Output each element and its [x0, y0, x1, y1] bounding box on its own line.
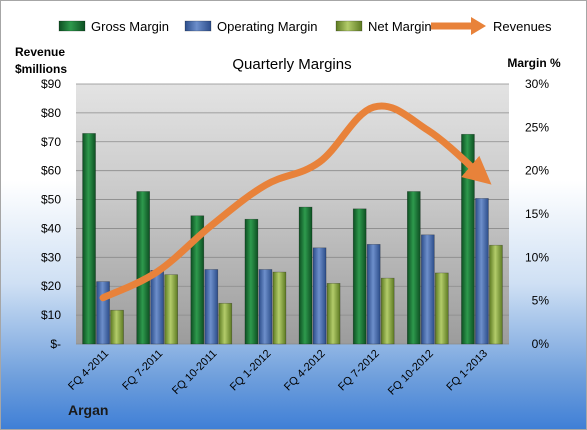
x-tick-label: FQ 4-2012 — [282, 348, 328, 394]
left-tick-label: $- — [50, 337, 61, 351]
bar-net-margin — [218, 302, 233, 345]
bars — [82, 133, 503, 345]
bar-net-margin — [380, 277, 395, 345]
legend-arrow-icon — [471, 17, 486, 35]
x-tick-label: FQ 10-2012 — [386, 348, 436, 398]
bar-operating-margin — [475, 198, 489, 345]
legend-swatch — [335, 20, 363, 32]
left-tick-label: $60 — [41, 164, 61, 178]
bar-gross-margin — [136, 191, 150, 345]
company-name: Argan — [68, 402, 108, 418]
bar-gross-margin — [461, 133, 475, 345]
bar-net-margin — [272, 271, 287, 345]
legend-label: Gross Margin — [91, 19, 169, 34]
bar-gross-margin — [352, 208, 367, 345]
bar-net-margin — [326, 283, 341, 345]
bar-net-margin — [435, 272, 449, 345]
x-tick-label: FQ 7-2012 — [336, 348, 382, 394]
left-axis-title-line-1: Revenue — [15, 45, 65, 59]
left-tick-label: $20 — [41, 279, 61, 293]
right-axis-ticks: 0% 5% 10% 15% 20% 25% 30% — [525, 77, 549, 351]
bar-operating-margin — [258, 269, 273, 345]
right-tick-label: 10% — [525, 250, 549, 264]
legend: Gross Margin Operating Margin Net Margin Re… — [58, 17, 552, 35]
left-tick-label: $10 — [41, 308, 61, 322]
bar-operating-margin — [96, 281, 110, 345]
legend-swatch — [184, 20, 212, 32]
left-tick-label: $40 — [41, 221, 61, 235]
x-tick-label: FQ 7-2011 — [120, 348, 165, 393]
series-line-revenues — [99, 102, 492, 302]
bar-operating-margin — [312, 247, 327, 345]
left-axis-title: Revenue $millions — [15, 45, 68, 76]
chart-title: Quarterly Margins — [232, 56, 351, 73]
x-tick-label: FQ 1-2013 — [444, 348, 490, 394]
left-axis-ticks: $- $10 $20 $30 $40 $50 $60 $70 $80 $90 — [41, 77, 61, 351]
bar-operating-margin — [421, 234, 435, 345]
bar-gross-margin — [82, 133, 96, 345]
bar-net-margin — [489, 244, 503, 345]
bar-net-margin — [164, 274, 178, 345]
bar-gross-margin — [407, 191, 421, 345]
legend-swatch — [58, 20, 86, 32]
legend-item-net-margin: Net Margin — [335, 19, 432, 34]
legend-label: Net Margin — [368, 19, 432, 34]
bar-gross-margin — [244, 218, 259, 345]
legend-label: Operating Margin — [217, 19, 317, 34]
x-tick-label: FQ 1-2012 — [228, 348, 274, 394]
legend-item-operating-margin: Operating Margin — [184, 19, 317, 34]
right-tick-label: 5% — [532, 294, 550, 308]
left-tick-label: $50 — [41, 193, 61, 207]
right-tick-label: 0% — [532, 337, 550, 351]
left-tick-label: $70 — [41, 135, 61, 149]
revenue-line — [99, 102, 492, 302]
left-tick-label: $90 — [41, 77, 61, 91]
left-tick-label: $80 — [41, 106, 61, 120]
bar-operating-margin — [204, 269, 219, 345]
left-axis-title-line-2: $millions — [15, 62, 67, 76]
bar-gross-margin — [190, 215, 205, 345]
legend-label: Revenues — [493, 19, 552, 34]
right-axis-title: Margin % — [507, 56, 561, 70]
right-tick-label: 30% — [525, 77, 549, 91]
x-tick-label: FQ 10-2011 — [170, 348, 219, 397]
legend-item-revenues: Revenues — [431, 17, 552, 35]
left-tick-label: $30 — [41, 250, 61, 264]
bar-operating-margin — [150, 270, 164, 345]
right-tick-label: 25% — [525, 120, 549, 134]
right-tick-label: 20% — [525, 164, 549, 178]
right-tick-label: 15% — [525, 207, 549, 221]
x-axis-ticks: FQ 4-2011 FQ 7-2011 FQ 10-2011 FQ 1-2012 FQ … — [66, 348, 490, 398]
x-tick-label: FQ 4-2011 — [66, 348, 111, 393]
bar-operating-margin — [366, 244, 381, 345]
bar-gross-margin — [298, 206, 313, 345]
bar-net-margin — [110, 309, 124, 345]
legend-item-gross-margin: Gross Margin — [58, 19, 169, 34]
